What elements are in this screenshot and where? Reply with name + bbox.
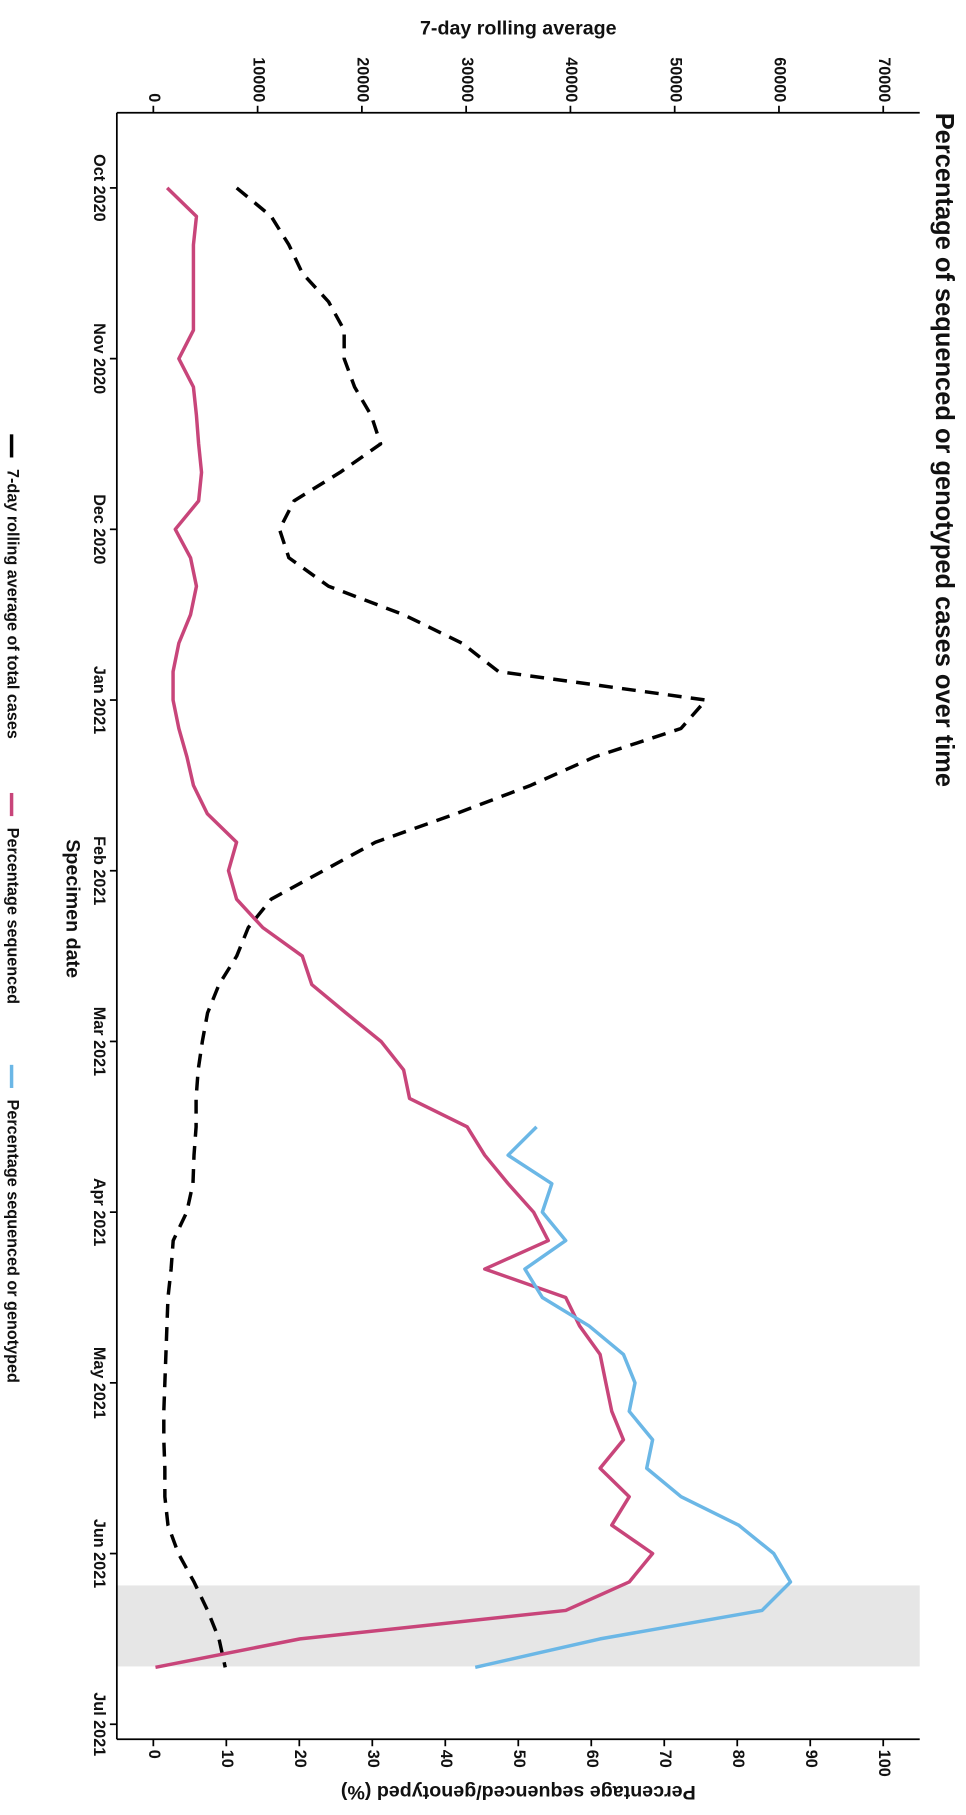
series-line — [474, 1125, 793, 1670]
rotated-plot: Percentage of sequenced or genotyped cas… — [3, 18, 958, 1804]
series-line — [155, 186, 655, 1670]
x-tick-label: Jan 2021 — [90, 666, 108, 734]
y2-tick-label: 20 — [291, 1750, 309, 1768]
y2-tick-label: 10 — [218, 1750, 236, 1768]
y2-axis-title: Percentage sequenced/genotyped (%) — [341, 1781, 696, 1803]
chart-title: Percentage of sequenced or genotyped cas… — [930, 113, 958, 787]
x-tick-label: Jun 2021 — [90, 1519, 108, 1588]
y-tick-label: 20000 — [354, 57, 372, 102]
y-tick-label: 40000 — [562, 57, 580, 102]
y-tick-label: 30000 — [458, 57, 476, 102]
x-tick-label: Apr 2021 — [90, 1178, 108, 1246]
x-tick-label: Oct 2020 — [90, 154, 108, 222]
y-tick-label: 10000 — [249, 57, 267, 102]
y2-tick-label: 100 — [875, 1750, 893, 1777]
x-tick-label: Mar 2021 — [90, 1007, 108, 1076]
y2-tick-label: 30 — [364, 1750, 382, 1768]
y-tick-label: 0 — [145, 93, 163, 102]
x-axis-title: Specimen date — [62, 839, 84, 978]
series-line — [162, 186, 708, 1668]
x-tick-label: Feb 2021 — [90, 836, 108, 905]
y2-tick-label: 70 — [656, 1750, 674, 1768]
x-tick-label: Nov 2020 — [90, 323, 108, 394]
legend-label: 7-day rolling average of total cases — [3, 469, 21, 739]
legend-label: Percentage sequenced — [3, 828, 21, 1004]
x-tick-label: Dec 2020 — [90, 494, 108, 564]
y2-tick-label: 0 — [145, 1750, 163, 1759]
y2-tick-label: 40 — [437, 1750, 455, 1768]
highlight-region — [116, 1585, 920, 1667]
y2-tick-label: 90 — [802, 1750, 820, 1768]
x-tick-label: Jul 2021 — [90, 1692, 108, 1756]
y2-tick-label: 80 — [729, 1750, 747, 1768]
y-tick-label: 70000 — [875, 57, 893, 102]
y2-tick-label: 50 — [510, 1750, 528, 1768]
y2-tick-label: 60 — [583, 1750, 601, 1768]
legend-label: Percentage sequenced or genotyped — [3, 1100, 21, 1383]
y-tick-label: 50000 — [666, 57, 684, 102]
x-tick-label: May 2021 — [90, 1347, 108, 1419]
y-axis-title: 7-day rolling average — [420, 18, 617, 40]
y-tick-label: 60000 — [771, 57, 789, 102]
